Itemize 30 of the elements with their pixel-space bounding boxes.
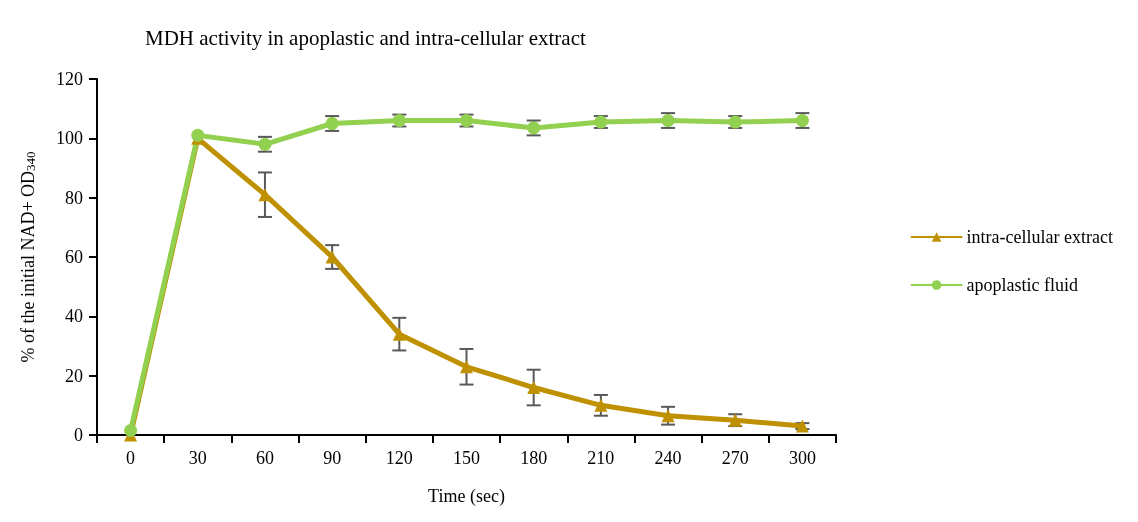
x-tick-label: 180 [520, 448, 548, 468]
x-axis-title: Time (sec) [428, 486, 505, 507]
x-tick-label: 60 [255, 448, 274, 468]
x-tick-label: 240 [654, 448, 682, 468]
y-tick-label: 120 [56, 69, 83, 89]
y-tick-label: 0 [74, 425, 83, 445]
y-tick-label: 40 [65, 306, 83, 327]
y-tick-label: 100 [56, 128, 83, 149]
point [392, 327, 406, 341]
x-tick-label: 210 [587, 448, 615, 468]
legend-label: apoplastic fluid [966, 275, 1079, 295]
x-tick-label: 90 [323, 448, 342, 468]
chart-title: MDH activity in apoplastic and intra-cellular extract [145, 25, 586, 50]
legend-label: intra-cellular extract [966, 227, 1114, 247]
x-tick-label: 30 [188, 448, 207, 468]
y-axis-title: % of the initial NAD+ OD340 [17, 151, 38, 363]
point [460, 360, 473, 374]
point [594, 398, 608, 412]
x-tick-label: 0 [126, 448, 136, 468]
x-tick-label: 300 [788, 448, 816, 468]
point [124, 424, 138, 438]
x-tick-label: 270 [721, 448, 749, 468]
point [325, 250, 339, 264]
point [527, 381, 541, 395]
y-tick-label: 60 [65, 247, 83, 267]
y-tick-label: 80 [65, 187, 83, 208]
x-tick-label: 120 [385, 448, 413, 468]
x-tick-label: 150 [453, 448, 480, 468]
y-tick-label: 20 [65, 365, 83, 386]
point [661, 409, 675, 423]
